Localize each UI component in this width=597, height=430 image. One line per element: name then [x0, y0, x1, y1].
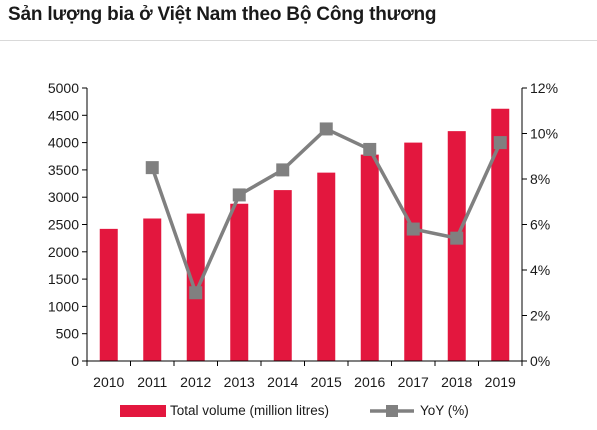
x-tick-label: 2015	[311, 374, 342, 390]
bar-2014	[273, 190, 292, 361]
yoy-point-2017	[406, 222, 420, 236]
right-tick-label: 2%	[530, 308, 550, 324]
bar-2010	[99, 228, 118, 361]
yoy-point-2014	[276, 163, 290, 177]
left-tick-label: 3500	[48, 162, 79, 178]
left-tick-label: 0	[71, 353, 79, 369]
legend-label-volume: Total volume (million litres)	[170, 403, 329, 418]
yoy-point-2016	[363, 142, 377, 156]
right-tick-label: 12%	[530, 80, 558, 96]
right-tick-label: 6%	[530, 217, 550, 233]
yoy-point-2012	[189, 286, 203, 300]
legend-line-marker	[386, 405, 398, 417]
yoy-point-2015	[319, 122, 333, 136]
x-tick-label: 2014	[267, 374, 298, 390]
chart-title: Sản lượng bia ở Việt Nam theo Bộ Công th…	[8, 4, 437, 25]
title-divider	[0, 40, 597, 41]
left-tick-label: 5000	[48, 80, 79, 96]
bar-2018	[447, 131, 466, 361]
left-tick-label: 1500	[48, 271, 79, 287]
left-tick-label: 4500	[48, 107, 79, 123]
left-tick-label: 1000	[48, 298, 79, 314]
x-tick-label: 2013	[224, 374, 255, 390]
x-tick-label: 2016	[354, 374, 385, 390]
right-tick-label: 8%	[530, 171, 550, 187]
yoy-point-2011	[145, 161, 159, 175]
yoy-point-2019	[493, 136, 507, 150]
yoy-point-2013	[232, 188, 246, 202]
left-tick-label: 2000	[48, 244, 79, 260]
bar-2011	[143, 218, 162, 361]
x-tick-label: 2019	[485, 374, 516, 390]
right-tick-label: 0%	[530, 353, 550, 369]
legend-bar-swatch	[120, 405, 166, 417]
yoy-point-2018	[450, 231, 464, 245]
bar-2015	[317, 172, 336, 361]
x-tick-label: 2012	[180, 374, 211, 390]
bar-2017	[404, 142, 423, 361]
x-tick-label: 2017	[398, 374, 429, 390]
right-tick-label: 4%	[530, 262, 550, 278]
left-tick-label: 2500	[48, 217, 79, 233]
x-tick-label: 2010	[93, 374, 124, 390]
bar-2016	[360, 154, 379, 361]
legend: Total volume (million litres) YoY (%)	[120, 403, 469, 418]
x-tick-label: 2018	[441, 374, 472, 390]
right-tick-label: 10%	[530, 126, 558, 142]
bar-2019	[491, 108, 510, 361]
left-tick-label: 3000	[48, 189, 79, 205]
left-tick-label: 4000	[48, 135, 79, 151]
bar-2013	[230, 203, 249, 361]
left-tick-label: 500	[56, 326, 80, 342]
x-tick-label: 2011	[137, 374, 167, 390]
legend-label-yoy: YoY (%)	[420, 403, 469, 418]
